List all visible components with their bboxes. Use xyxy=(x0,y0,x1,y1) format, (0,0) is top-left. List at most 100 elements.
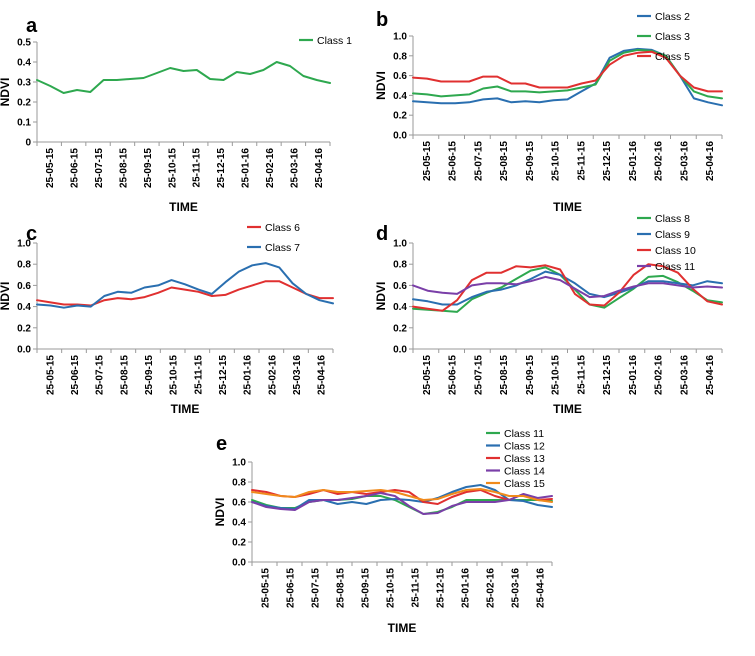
x-tick-label: 25-03-16 xyxy=(679,355,690,395)
y-tick-label: 0.4 xyxy=(232,518,246,529)
x-axis-title: TIME xyxy=(388,621,417,635)
x-tick-label: 25-08-15 xyxy=(499,141,510,181)
y-tick-label: 0.6 xyxy=(393,281,407,292)
series-line-class-8 xyxy=(412,266,723,313)
x-tick-label: 25-04-16 xyxy=(314,148,325,188)
y-axis-title: NDVI xyxy=(0,78,12,107)
x-tick-label: 25-12-15 xyxy=(602,141,613,181)
y-tick-label: 1.0 xyxy=(393,239,407,250)
x-tick-label: 25-09-15 xyxy=(525,141,536,181)
y-tick-label: 1.0 xyxy=(232,458,246,469)
x-tick-label: 25-07-15 xyxy=(311,568,322,608)
x-tick-label: 25-09-15 xyxy=(143,148,154,188)
y-tick-label: 0.6 xyxy=(393,71,407,82)
y-tick-label: 0.2 xyxy=(393,323,407,334)
x-tick-label: 25-10-15 xyxy=(167,148,178,188)
x-tick-label: 25-05-15 xyxy=(45,355,56,395)
y-tick-label: 1.0 xyxy=(393,32,407,43)
x-tick-label: 25-11-15 xyxy=(576,141,587,181)
x-tick-label: 25-04-16 xyxy=(536,568,547,608)
y-tick-label: 0.8 xyxy=(393,51,407,62)
x-tick-label: 25-05-15 xyxy=(261,568,272,608)
y-tick-label: 0.2 xyxy=(393,111,407,122)
chart-panel-d: d 0.0 0.2 0.4 0.6 0.8 1.0 25-05-15 25-06-15 25-07… xyxy=(374,213,723,416)
x-tick-label: 25-12-15 xyxy=(436,568,447,608)
x-tick-label: 25-09-15 xyxy=(361,568,372,608)
y-tick-label: 0.0 xyxy=(393,131,407,142)
x-tick-label: 25-11-15 xyxy=(193,355,204,395)
legend-entry: Class 10 xyxy=(655,245,696,257)
y-tick-label: 0.8 xyxy=(393,260,407,271)
x-tick-label: 25-11-15 xyxy=(411,568,422,608)
chart-panel-c: c 0.0 0.2 0.4 0.6 0.8 1.0 25-05-15 25-06-15 25-07… xyxy=(0,222,334,416)
series-line-class-1 xyxy=(36,61,331,94)
x-tick-label: 25-08-15 xyxy=(119,355,130,395)
panel-label-b: b xyxy=(376,9,388,31)
x-tick-label: 25-03-16 xyxy=(292,355,303,395)
series-line-class-15 xyxy=(251,488,553,503)
x-tick-label: 25-01-16 xyxy=(628,355,639,395)
panel-label-c: c xyxy=(26,223,37,245)
x-tick-label: 25-06-15 xyxy=(70,355,81,395)
x-tick-label: 25-02-16 xyxy=(265,148,276,188)
x-tick-label: 25-06-15 xyxy=(448,355,459,395)
legend-entry: Class 5 xyxy=(655,51,690,63)
x-tick-label: 25-04-16 xyxy=(705,141,716,181)
y-axis-title: NDVI xyxy=(213,498,227,527)
x-tick-label: 25-11-15 xyxy=(192,148,203,188)
chart-panel-e: e 0.0 0.2 0.4 0.6 0.8 1.0 25-05-15 25-06-15 25-07… xyxy=(213,428,553,635)
x-tick-label: 25-05-15 xyxy=(422,141,433,181)
chart-panel-b: b 0.0 0.2 0.4 0.6 0.8 1.0 25-05-15 25-06-15 25-07… xyxy=(374,9,723,214)
x-tick-label: 25-08-15 xyxy=(336,568,347,608)
legend-entry: Class 12 xyxy=(504,441,545,453)
y-axis-title: NDVI xyxy=(374,282,388,311)
y-axis-title: NDVI xyxy=(374,71,388,100)
legend-entry: Class 9 xyxy=(655,229,690,241)
x-tick-label: 25-10-15 xyxy=(551,141,562,181)
y-tick-label: 0.4 xyxy=(393,91,407,102)
x-axis-title: TIME xyxy=(553,402,582,416)
y-tick-label: 0.6 xyxy=(232,498,246,509)
legend-entry: Class 1 xyxy=(317,35,352,47)
x-tick-label: 25-05-15 xyxy=(45,148,56,188)
series-line-class-9 xyxy=(412,270,723,306)
x-tick-label: 25-12-15 xyxy=(216,148,227,188)
y-tick-label: 0 xyxy=(25,138,31,149)
y-tick-label: 0.2 xyxy=(17,98,31,109)
legend-entry: Class 13 xyxy=(504,453,545,465)
y-tick-label: 0.4 xyxy=(393,302,407,313)
series-line-class-11 xyxy=(412,275,723,299)
x-tick-label: 25-03-16 xyxy=(289,148,300,188)
legend-entry: Class 14 xyxy=(504,466,545,478)
y-tick-label: 0.0 xyxy=(393,345,407,356)
panel-label-e: e xyxy=(216,433,227,455)
legend-entry: Class 8 xyxy=(655,213,690,225)
x-tick-label: 25-02-16 xyxy=(654,355,665,395)
x-tick-label: 25-02-16 xyxy=(267,355,278,395)
chart-panel-a: a 0 0.1 0.2 0.3 0.4 0.5 25-05-15 25-06-15 25-07-1… xyxy=(0,15,352,214)
y-tick-label: 0.0 xyxy=(232,558,246,569)
x-tick-label: 25-03-16 xyxy=(511,568,522,608)
series-line-class-5 xyxy=(412,50,723,93)
y-axis-title: NDVI xyxy=(0,282,12,311)
x-tick-label: 25-12-15 xyxy=(218,355,229,395)
y-tick-label: 0.2 xyxy=(232,538,246,549)
x-tick-label: 25-08-15 xyxy=(118,148,129,188)
legend-entry: Class 15 xyxy=(504,478,545,490)
y-tick-label: 0.3 xyxy=(17,78,31,89)
x-tick-label: 25-02-16 xyxy=(486,568,497,608)
x-tick-label: 25-08-15 xyxy=(499,355,510,395)
y-tick-label: 0.8 xyxy=(17,260,31,271)
x-tick-label: 25-09-15 xyxy=(144,355,155,395)
x-tick-label: 25-06-15 xyxy=(448,141,459,181)
x-tick-label: 25-11-15 xyxy=(576,355,587,395)
x-tick-label: 25-01-16 xyxy=(461,568,472,608)
panel-label-a: a xyxy=(26,15,38,37)
legend-entry: Class 2 xyxy=(655,11,690,23)
y-tick-label: 0.0 xyxy=(17,345,31,356)
x-tick-label: 25-01-16 xyxy=(243,355,254,395)
series-line-class-7 xyxy=(36,262,334,309)
x-tick-label: 25-09-15 xyxy=(525,355,536,395)
x-tick-label: 25-03-16 xyxy=(679,141,690,181)
x-tick-label: 25-04-16 xyxy=(705,355,716,395)
